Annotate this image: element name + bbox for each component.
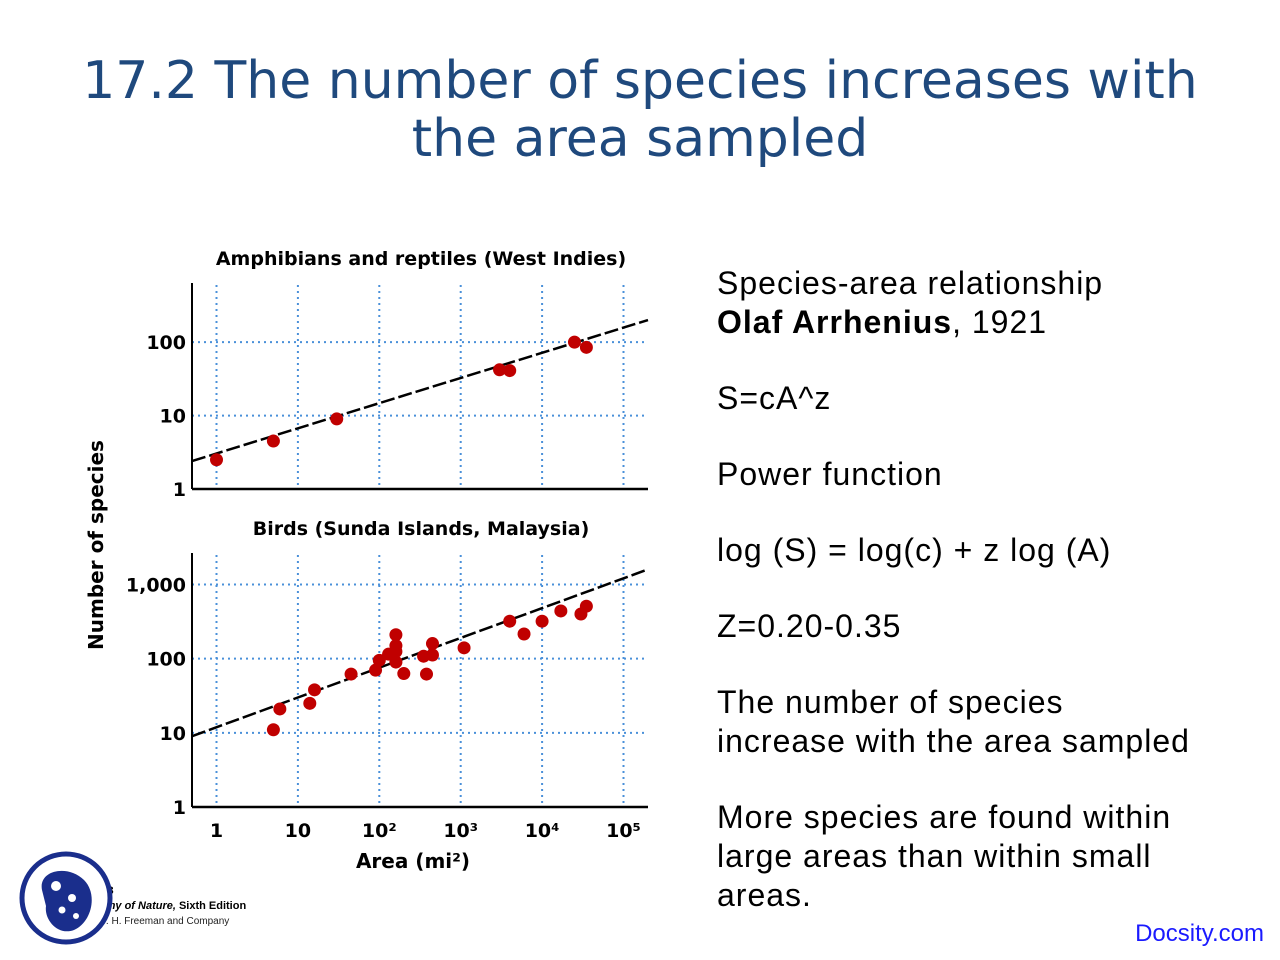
slide-title: 17.2 The number of species increases wit… (82, 51, 1198, 169)
data-point (266, 434, 280, 448)
docsity-logo-icon (19, 851, 113, 945)
chart-title-birds: Birds (Sunda Islands, Malaysia) (253, 518, 590, 540)
data-point (579, 340, 593, 354)
notes-formula: S=cA^z (717, 380, 832, 416)
x-tick-label: 1 (210, 820, 223, 842)
y-tick-label: 100 (146, 332, 186, 354)
notes-log-form: log (S) = log(c) + z log (A) (717, 532, 1112, 568)
y-tick-label: 1,000 (126, 575, 186, 597)
data-point (266, 723, 280, 737)
data-point (579, 599, 593, 613)
data-point (503, 364, 517, 378)
data-point (567, 335, 581, 349)
data-point (389, 644, 403, 658)
data-point (419, 667, 433, 681)
data-point (425, 648, 439, 662)
species-area-figure: Amphibians and reptiles (West Indies) Bi… (84, 248, 649, 873)
data-point (330, 412, 344, 426)
x-tick-label: 10² (362, 820, 397, 842)
data-point (425, 637, 439, 651)
data-point (344, 667, 358, 681)
y-tick-label: 10 (160, 723, 186, 745)
x-axis-label: Area (mi²) (356, 849, 470, 873)
notes-z-range: Z=0.20-0.35 (717, 608, 902, 644)
data-point (389, 628, 403, 642)
x-tick-label: 10 (285, 820, 311, 842)
caption-copyright: 2010 W. H. Freeman and Company (72, 916, 230, 927)
data-point (493, 363, 507, 377)
data-point (369, 663, 383, 677)
chart-title-amphibians: Amphibians and reptiles (West Indies) (216, 248, 626, 270)
data-point (457, 641, 471, 655)
y-tick-label: 100 (146, 649, 186, 671)
x-tick-label: 10⁵ (606, 820, 641, 842)
data-point (535, 614, 549, 628)
docsity-watermark: Docsity.com (1135, 920, 1264, 947)
y-axis-label: Number of species (84, 440, 108, 650)
notes-more-line3: areas. (717, 877, 812, 913)
notes-more-line1: More species are found within (717, 799, 1172, 835)
birds-panel: 1 10 100 1,000 1 10 10² 10³ 10⁴ 10⁵ (126, 553, 649, 842)
data-point (554, 604, 568, 618)
notes-summary-line1: The number of species (717, 684, 1064, 720)
notes-line1: Species-area relationship (717, 265, 1104, 301)
caption-edition: Sixth Edition (175, 900, 247, 912)
data-point (303, 696, 317, 710)
data-point (273, 702, 287, 716)
amphibians-panel: 1 10 100 (146, 283, 649, 501)
y-tick-label: 10 (160, 406, 186, 428)
data-point (503, 614, 517, 628)
notes-more-line2: large areas than within small (717, 838, 1152, 874)
notes-summary-line2: increase with the area sampled (717, 723, 1190, 759)
x-tick-label: 10³ (443, 820, 478, 842)
data-point (210, 453, 224, 467)
slide-notes: Species-area relationship Olaf Arrhenius… (717, 264, 1257, 952)
notes-power: Power function (717, 456, 943, 492)
data-point (308, 683, 322, 697)
data-point (389, 655, 403, 669)
notes-author: Olaf Arrhenius (717, 304, 953, 340)
y-tick-label: 1 (173, 479, 186, 501)
notes-year: , 1921 (952, 304, 1048, 340)
data-point (372, 653, 386, 667)
data-point (517, 627, 531, 641)
data-point (397, 667, 411, 681)
y-tick-label: 1 (173, 797, 186, 819)
x-tick-label: 10⁴ (525, 820, 560, 842)
